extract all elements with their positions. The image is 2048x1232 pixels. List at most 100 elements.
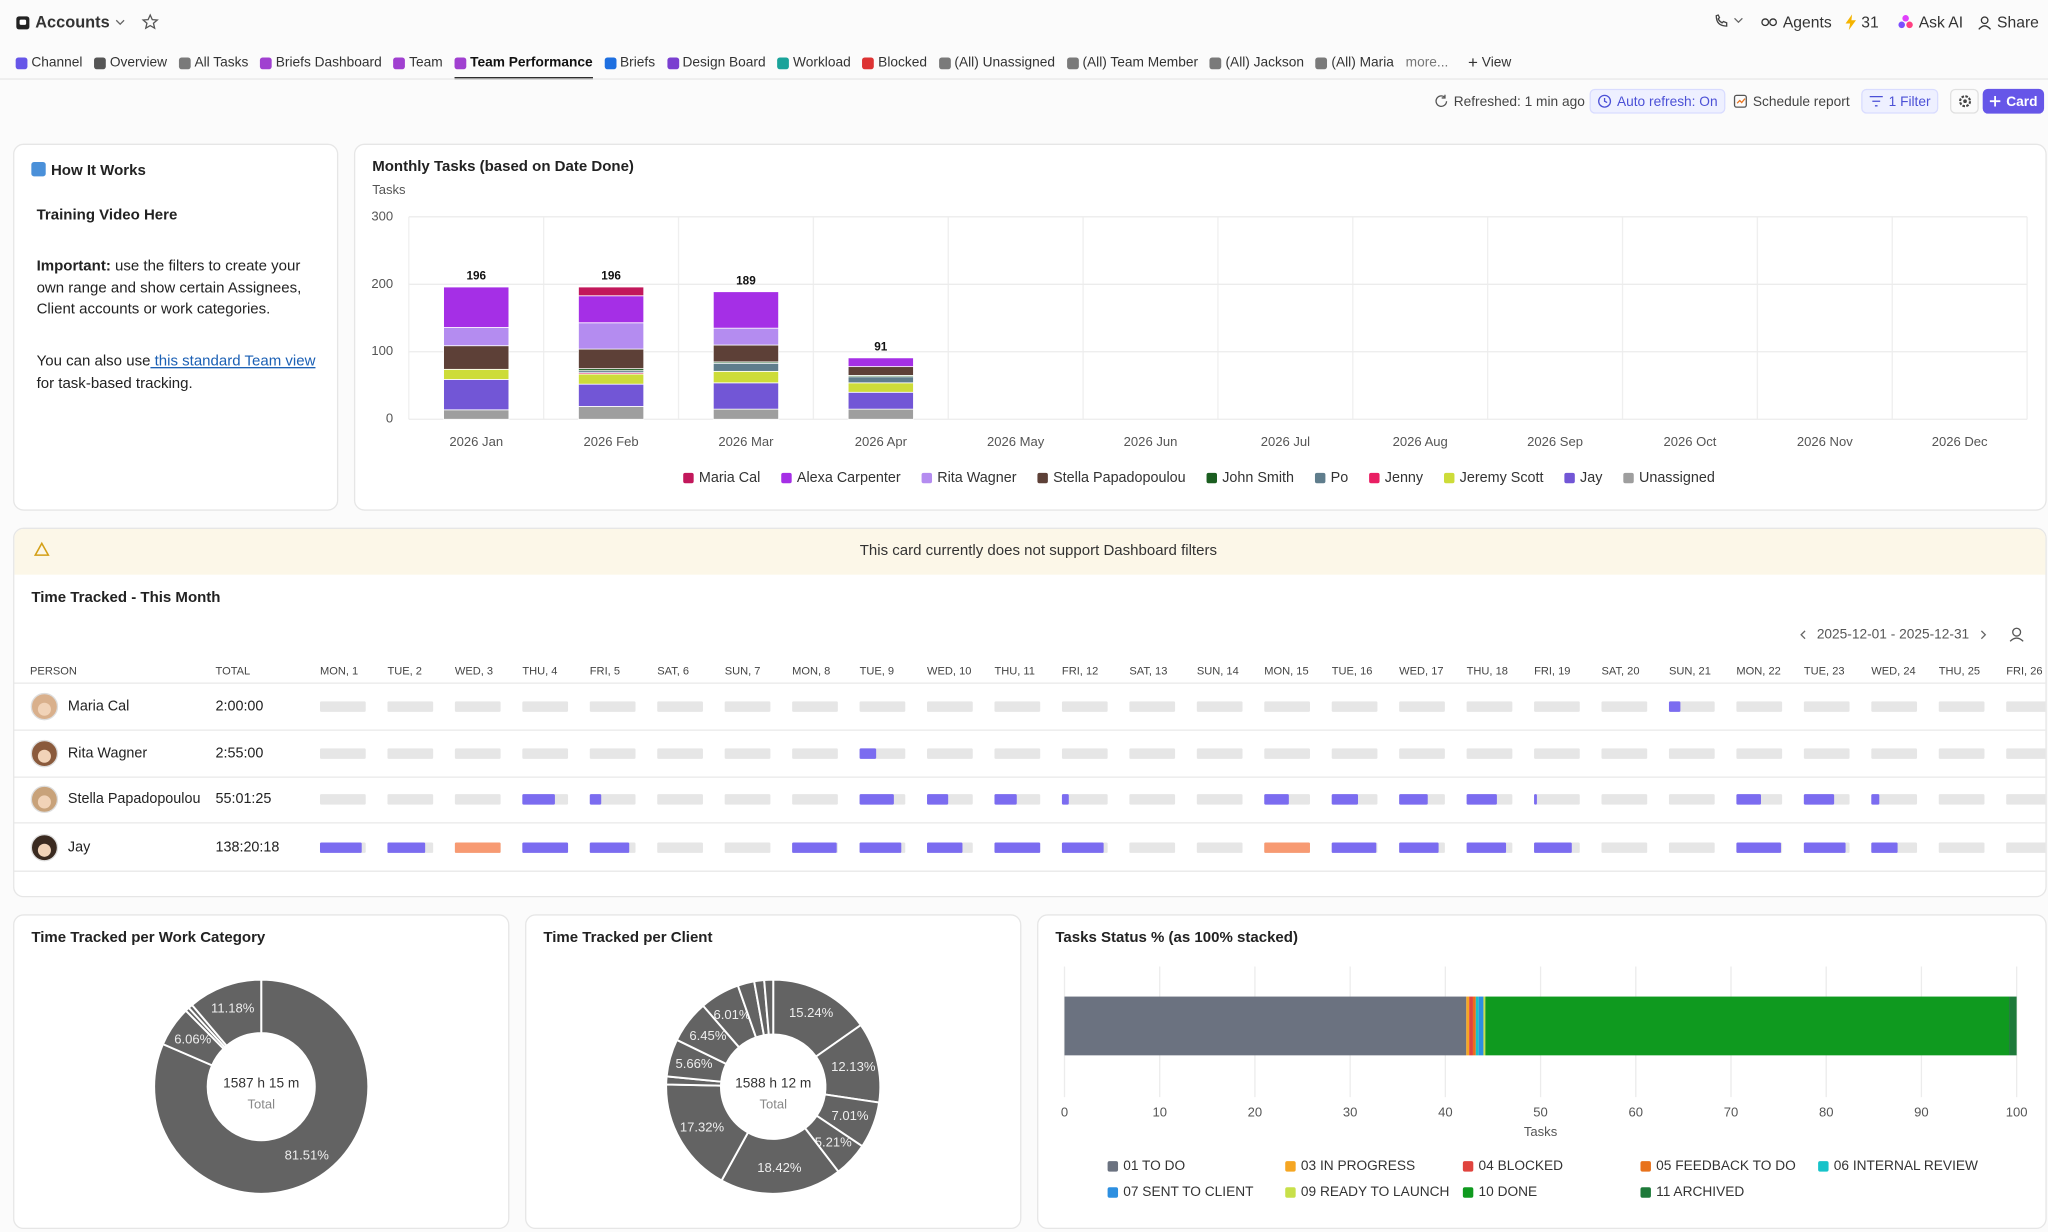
schedule-report-button[interactable]: Schedule report (1727, 89, 1856, 114)
share-button[interactable]: Share (1977, 13, 2039, 31)
day-track (1871, 794, 1918, 805)
day-track (1736, 701, 1783, 712)
tab[interactable]: (All) Jackson (1209, 47, 1304, 78)
add-card-button[interactable]: Card (1982, 88, 2044, 114)
tab[interactable]: (All) Team Member (1066, 47, 1198, 78)
column-header: SAT, 6 (657, 665, 689, 677)
tab[interactable]: Briefs (604, 47, 655, 78)
day-bar (1061, 842, 1104, 853)
filter-button[interactable]: 1 Filter (1861, 88, 1939, 114)
date-range: 2025-12-01 - 2025-12-31 (1817, 626, 1969, 641)
call-button[interactable] (1714, 13, 1745, 29)
day-track (1803, 748, 1850, 759)
day-track (454, 701, 501, 712)
prev-range (1800, 630, 1806, 640)
bar-segment (578, 322, 645, 350)
bar-segment (2009, 996, 2017, 1056)
bar-segment (578, 406, 645, 420)
bar-segment (847, 391, 914, 410)
agents-button[interactable]: Agents (1761, 13, 1832, 31)
column-header: SAT, 13 (1129, 665, 1167, 677)
day-bar (792, 842, 837, 853)
credits-button[interactable]: 31 (1845, 13, 1879, 31)
day-track (2006, 794, 2046, 805)
legend-label: 01 TO DO (1123, 1158, 1185, 1173)
legend-swatch (683, 472, 694, 484)
tab[interactable]: Team (393, 47, 443, 78)
x-tick-label: 70 (1724, 1104, 1739, 1119)
paragraph-text: for task-based tracking. (36, 375, 193, 392)
tab-label: Blocked (878, 54, 927, 71)
task-status-card (1037, 914, 2047, 1230)
tab-label: Channel (31, 54, 83, 71)
bar-segment (578, 383, 645, 407)
legend-label: Jay (1580, 470, 1603, 486)
tab-label: (All) Unassigned (954, 54, 1056, 71)
day-track (1196, 842, 1243, 853)
tab-label: Team (409, 54, 443, 71)
auto-refresh-toggle[interactable]: Auto refresh: On (1589, 88, 1726, 114)
tab[interactable]: Design Board (666, 47, 766, 78)
credits-icon (1845, 14, 1856, 31)
x-tick-label: 2026 Aug (1393, 434, 1448, 449)
total-time: 2:00:00 (216, 698, 264, 714)
tab[interactable]: Channel (15, 47, 83, 78)
tab[interactable]: Workload (777, 47, 851, 78)
tab-icon (178, 56, 191, 69)
day-bar (1668, 701, 1681, 712)
tab-icon (260, 56, 272, 69)
legend-swatch (1285, 1187, 1296, 1198)
filter-label: 1 Filter (1888, 93, 1931, 110)
legend-swatch (1314, 472, 1326, 484)
day-track (994, 748, 1041, 759)
paragraph-text: You can also use (36, 353, 151, 370)
ask-ai-button[interactable]: Ask AI (1898, 13, 1963, 31)
y-tick-label: 100 (371, 343, 393, 358)
slice-label: 18.42% (757, 1160, 802, 1175)
legend-swatch (781, 472, 792, 484)
refresh-status[interactable]: Refreshed: 1 min ago (1428, 89, 1592, 114)
plus-icon: + (1467, 52, 1478, 72)
team-view-link[interactable]: this standard Team view (150, 353, 316, 370)
column-header: FRI, 12 (1062, 665, 1098, 677)
bar-segment (443, 327, 510, 347)
settings-button[interactable] (1950, 88, 1979, 114)
tab[interactable]: (All) Unassigned (938, 47, 1056, 78)
tab[interactable]: Overview (94, 47, 167, 78)
tab[interactable]: + View (1468, 47, 1511, 78)
legend-label: 05 FEEDBACK TO DO (1656, 1158, 1796, 1173)
column-header: TUE, 16 (1332, 665, 1373, 677)
favorite-star[interactable] (141, 13, 159, 31)
people-filter-icon (2009, 637, 2024, 642)
bar-segment (712, 408, 780, 420)
day-track (589, 701, 636, 712)
tab-icon (666, 56, 679, 69)
y-tick-label: 300 (371, 208, 393, 223)
day-track (1264, 701, 1310, 712)
day-track (994, 701, 1041, 712)
legend-swatch (1206, 472, 1217, 484)
total-time: 2:55:00 (216, 745, 264, 761)
tab-icon (604, 56, 617, 69)
tab[interactable]: Briefs Dashboard (260, 47, 382, 78)
bar-segment (847, 382, 914, 393)
schedule-label: Schedule report (1752, 93, 1850, 110)
slice-label: 17.32% (680, 1119, 725, 1134)
axis-label: Tasks (372, 182, 406, 197)
bar-segment (443, 368, 510, 380)
tab[interactable]: All Tasks (178, 47, 248, 78)
donut-slice (190, 978, 263, 1048)
card-title: Time Tracked - This Month (31, 589, 220, 606)
donut-center-value: 1587 h 15 m (223, 1076, 299, 1091)
tab[interactable]: (All) Maria (1315, 47, 1394, 78)
workspace-switcher[interactable]: Accounts (16, 13, 160, 31)
tab[interactable]: more... (1406, 47, 1449, 78)
day-track (1129, 842, 1176, 853)
legend-swatch (1818, 1161, 1829, 1172)
total-time: 55:01:25 (216, 791, 272, 807)
tab[interactable]: Blocked (862, 47, 927, 78)
tab-label: more... (1405, 54, 1449, 71)
day-track (1129, 701, 1176, 712)
bar-total-label: 196 (601, 270, 621, 283)
